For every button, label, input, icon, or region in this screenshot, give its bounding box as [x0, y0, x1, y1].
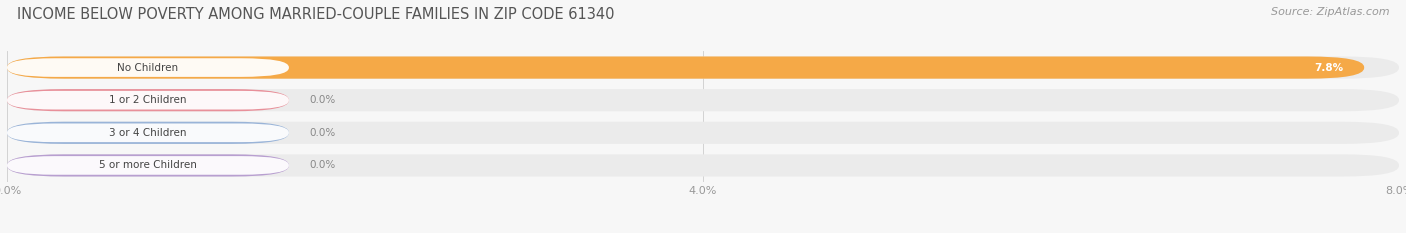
Text: INCOME BELOW POVERTY AMONG MARRIED-COUPLE FAMILIES IN ZIP CODE 61340: INCOME BELOW POVERTY AMONG MARRIED-COUPL…	[17, 7, 614, 22]
FancyBboxPatch shape	[7, 89, 288, 111]
FancyBboxPatch shape	[7, 58, 288, 77]
Text: 7.8%: 7.8%	[1315, 63, 1343, 72]
FancyBboxPatch shape	[7, 122, 288, 144]
Text: 0.0%: 0.0%	[309, 161, 336, 170]
Text: 5 or more Children: 5 or more Children	[98, 161, 197, 170]
FancyBboxPatch shape	[7, 122, 1399, 144]
FancyBboxPatch shape	[7, 56, 1364, 79]
Text: Source: ZipAtlas.com: Source: ZipAtlas.com	[1271, 7, 1389, 17]
FancyBboxPatch shape	[7, 91, 288, 110]
FancyBboxPatch shape	[7, 156, 288, 175]
FancyBboxPatch shape	[7, 123, 288, 142]
FancyBboxPatch shape	[7, 56, 1399, 79]
Text: 1 or 2 Children: 1 or 2 Children	[110, 95, 187, 105]
Text: 3 or 4 Children: 3 or 4 Children	[110, 128, 187, 138]
FancyBboxPatch shape	[7, 89, 1399, 111]
FancyBboxPatch shape	[7, 154, 1399, 177]
Text: 0.0%: 0.0%	[309, 128, 336, 138]
Text: 0.0%: 0.0%	[309, 95, 336, 105]
FancyBboxPatch shape	[7, 154, 288, 177]
Text: No Children: No Children	[118, 63, 179, 72]
